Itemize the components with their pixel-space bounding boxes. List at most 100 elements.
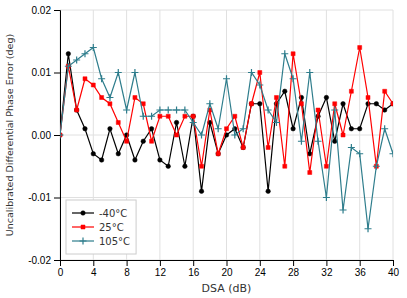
point [199, 189, 204, 194]
point [373, 163, 380, 170]
point [315, 138, 322, 145]
legend-swatch-marker [81, 211, 86, 216]
point [333, 102, 337, 106]
point [74, 108, 79, 113]
point [116, 151, 121, 156]
point [108, 102, 112, 106]
series [60, 51, 393, 193]
point [158, 114, 162, 118]
point [365, 225, 372, 232]
x-tick: 4 [91, 260, 97, 278]
point [81, 50, 88, 57]
point [223, 75, 230, 82]
point [158, 158, 163, 163]
y-axis-line [54, 11, 61, 261]
point [273, 119, 280, 126]
y-tick: -0.01 [28, 192, 60, 203]
point [149, 126, 154, 131]
point [216, 151, 221, 156]
point [133, 96, 137, 100]
point [383, 89, 387, 93]
point [281, 50, 288, 57]
point [108, 126, 113, 131]
x-tick: 28 [288, 260, 300, 278]
x-tick: 12 [155, 260, 167, 278]
point [198, 132, 205, 139]
x-tick-mark [326, 260, 327, 266]
x-tick-label: 24 [255, 267, 267, 278]
x-tick: 32 [321, 260, 333, 278]
point [381, 125, 388, 132]
point [206, 100, 213, 107]
point [190, 119, 197, 126]
point [216, 152, 220, 156]
point [83, 77, 87, 81]
x-tick-label: 40 [388, 267, 400, 278]
y-tick: 0.00 [32, 130, 60, 141]
point [332, 139, 337, 144]
point [340, 207, 347, 214]
point [374, 101, 379, 106]
point [341, 101, 346, 106]
x-tick-mark [360, 260, 361, 266]
x-tick: 36 [355, 260, 367, 278]
x-tick-label: 4 [91, 267, 97, 278]
x-axis: 0481216202428323640 [58, 260, 400, 278]
point [391, 101, 393, 106]
x-tick-label: 36 [355, 267, 367, 278]
grid-line-y [60, 10, 393, 11]
y-axis-title: Uncalibrated Differential Phase Error (d… [4, 34, 15, 236]
point [308, 171, 312, 175]
point [166, 114, 170, 118]
point [166, 164, 171, 169]
point [183, 114, 187, 118]
point [115, 69, 122, 76]
y-tick-label: 0.00 [32, 130, 52, 141]
x-tick-mark [93, 260, 94, 266]
y-tick-mark [54, 198, 60, 199]
legend-box [66, 200, 136, 254]
x-tick-mark [260, 260, 261, 266]
grid-line-y [60, 197, 393, 198]
legend-item: 105°C [72, 236, 130, 247]
x-tick-label: 16 [188, 267, 200, 278]
point [174, 120, 179, 125]
grid [60, 10, 393, 260]
point [249, 102, 253, 106]
y-tick-label: 0.01 [32, 67, 52, 78]
point [283, 164, 287, 168]
x-tick-label: 28 [288, 267, 300, 278]
point [291, 126, 296, 131]
x-axis-title: DSA (dB) [202, 282, 252, 295]
point [165, 107, 172, 114]
point [341, 133, 345, 137]
x-tick-label: 12 [155, 267, 167, 278]
y-tick-mark [54, 10, 60, 11]
point [324, 164, 328, 168]
legend-label: 25°C [99, 222, 124, 233]
y-tick-label: 0.02 [32, 5, 52, 16]
point [181, 107, 188, 114]
legend-swatch-marker [80, 238, 87, 245]
x-tick-label: 8 [124, 267, 130, 278]
y-tick-label: -0.02 [28, 255, 51, 266]
point [75, 108, 79, 112]
point [215, 125, 222, 132]
point [298, 138, 305, 145]
point [366, 96, 370, 100]
x-tick: 20 [221, 260, 233, 278]
x-tick-mark [293, 260, 294, 266]
y-tick: 0.01 [32, 67, 60, 78]
x-tick-mark [193, 260, 194, 266]
x-axis-line [61, 261, 394, 267]
point [290, 75, 297, 82]
legend-swatch-marker [81, 225, 85, 229]
x-tick-mark [160, 260, 161, 266]
point [231, 132, 238, 139]
y-tick-label: -0.01 [28, 192, 51, 203]
point [241, 146, 245, 150]
point [331, 107, 338, 114]
point [148, 113, 155, 120]
legend-item: -40°C [72, 208, 127, 219]
point [91, 83, 95, 87]
